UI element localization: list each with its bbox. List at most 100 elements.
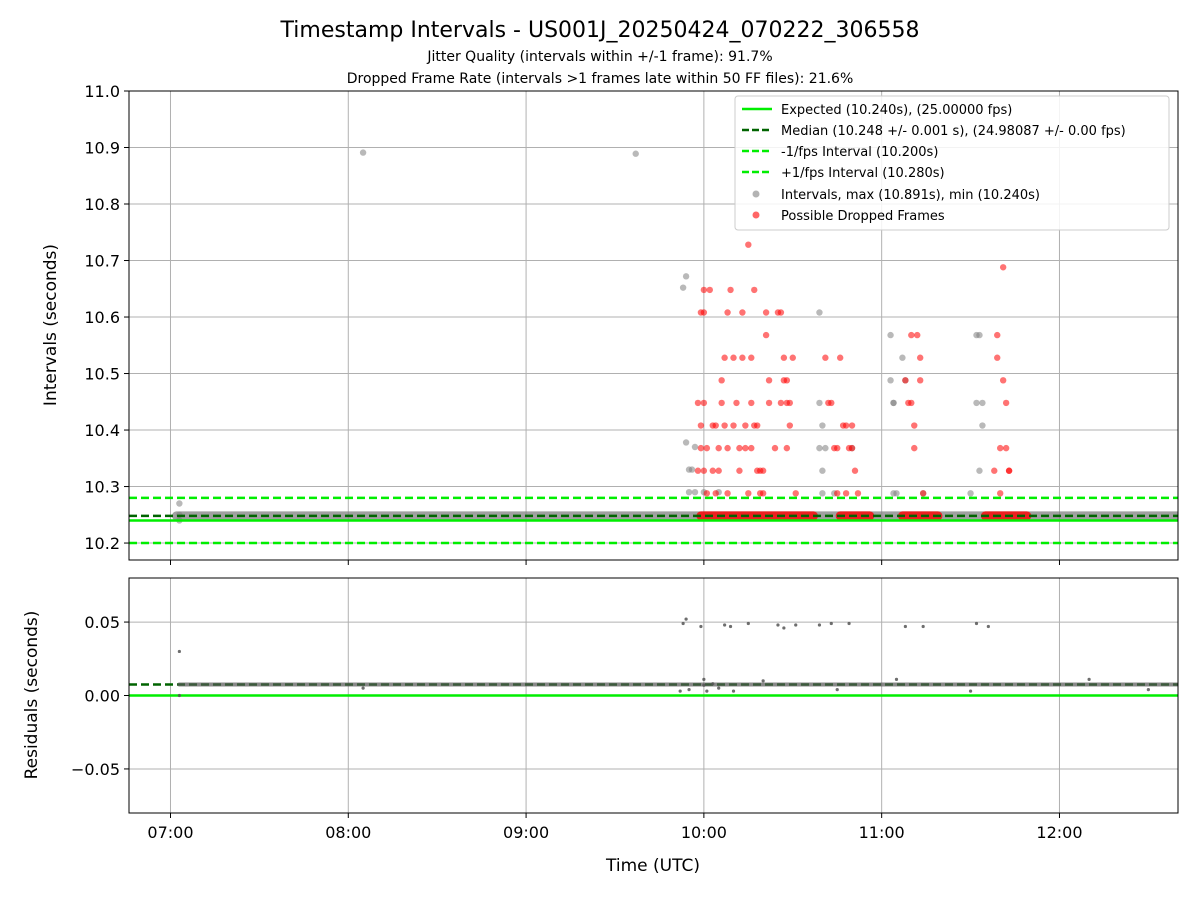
legend-intervals-label: Intervals, max (10.891s), min (10.240s) xyxy=(781,188,1040,203)
residual-point xyxy=(705,689,709,693)
residual-point xyxy=(776,623,780,627)
intervals-y-tick-label: 11.0 xyxy=(84,82,120,101)
dropped-frame-point xyxy=(783,377,791,384)
chart-title: Timestamp Intervals - US001J_20250424_07… xyxy=(280,18,920,43)
dropped-frame-point xyxy=(765,377,773,384)
legend-minus-fps-label: -1/fps Interval (10.200s) xyxy=(781,145,938,160)
dropped-frame-point xyxy=(748,399,755,407)
dropped-frame-point xyxy=(780,354,788,361)
x-tick-label: 09:00 xyxy=(503,823,549,842)
dropped-frame-point xyxy=(727,286,734,294)
intervals-y-tick-label: 10.4 xyxy=(84,421,120,440)
dropped-frame-point xyxy=(994,354,1001,361)
residual-point xyxy=(678,689,682,693)
dropped-frame-point xyxy=(745,490,752,497)
dropped-frame-point xyxy=(914,331,921,339)
intervals-y-tick-label: 10.8 xyxy=(84,195,120,214)
dropped-frame-point xyxy=(1005,467,1013,474)
dropped-frame-point xyxy=(786,422,794,429)
legend-plus-fps-label: +1/fps Interval (10.280s) xyxy=(781,166,945,181)
residual-point xyxy=(974,621,979,626)
intervals-y-tick-label: 10.2 xyxy=(84,534,120,553)
dropped-frame-point xyxy=(902,377,909,384)
dropped-frame-point xyxy=(745,241,752,248)
interval-point xyxy=(819,467,826,474)
residual-point xyxy=(986,624,990,629)
dropped-frame-point xyxy=(700,286,708,294)
interval-point xyxy=(899,354,906,361)
residual-point xyxy=(761,679,765,683)
interval-point xyxy=(682,439,690,446)
interval-point xyxy=(359,149,367,156)
dropped-frame-point xyxy=(786,399,794,407)
residual-point xyxy=(847,621,851,626)
residual-point xyxy=(711,682,715,686)
interval-point xyxy=(679,284,687,291)
residual-point xyxy=(731,689,736,693)
dropped-frame-point xyxy=(754,422,761,429)
dropped-frame-point xyxy=(712,490,719,497)
dropped-frame-point xyxy=(759,467,767,474)
interval-point xyxy=(976,467,983,474)
dropped-frame-point xyxy=(715,467,722,474)
interval-point xyxy=(819,422,826,429)
dropped-frame-point xyxy=(712,422,719,429)
dropped-frame-point xyxy=(765,399,773,407)
residuals-y-tick-label: 0.05 xyxy=(84,613,120,632)
dropped-frame-point xyxy=(1002,444,1010,452)
residual-point xyxy=(702,677,706,681)
dropped-frame-point xyxy=(777,399,785,407)
x-tick-label: 11:00 xyxy=(859,823,905,842)
dropped-frame-point xyxy=(700,309,708,316)
residual-point xyxy=(817,623,822,627)
dropped-frame-point xyxy=(697,444,705,452)
interval-point xyxy=(887,331,894,339)
residual-point xyxy=(361,686,365,690)
residual-point xyxy=(829,621,833,626)
dropped-frame-point xyxy=(718,377,725,384)
x-tick-label: 12:00 xyxy=(1036,823,1082,842)
intervals-plot-frame xyxy=(128,90,1179,561)
dropped-frame-point xyxy=(733,399,740,407)
residual-point xyxy=(684,617,688,621)
dropped-frame-point xyxy=(721,354,728,361)
residual-point xyxy=(1087,677,1091,681)
residuals-y-ticks: −0.05 0.00 0.05 xyxy=(71,613,129,779)
intervals-y-tick-label: 10.5 xyxy=(84,365,120,384)
dropped-frame-point xyxy=(848,444,856,452)
dropped-frame-point xyxy=(697,422,705,429)
residual-point xyxy=(717,686,721,690)
interval-point xyxy=(176,500,183,507)
intervals-y-tick-label: 10.9 xyxy=(84,139,120,158)
residual-point xyxy=(687,688,691,692)
interval-point xyxy=(685,488,693,496)
interval-point xyxy=(632,150,639,157)
residual-point xyxy=(746,621,750,626)
dropped-frame-point xyxy=(919,490,927,497)
residual-point xyxy=(177,649,181,654)
dropped-frame-point xyxy=(724,309,731,316)
residual-point xyxy=(968,689,973,693)
intervals-x-ticks xyxy=(169,560,1060,565)
residual-point xyxy=(723,623,727,627)
dropped-frame-point xyxy=(783,444,791,452)
interval-point xyxy=(979,399,986,407)
dropped-frame-point xyxy=(789,354,796,361)
dropped-frame-point xyxy=(724,490,731,497)
interval-point xyxy=(691,488,699,496)
residual-point xyxy=(794,623,798,627)
intervals-y-tick-label: 10.3 xyxy=(84,478,120,497)
residual-point xyxy=(835,688,839,692)
dropped-frame-point xyxy=(911,422,918,429)
residual-point xyxy=(702,683,706,687)
intervals-y-tick-label: 10.7 xyxy=(84,252,120,271)
dropped-frame-point xyxy=(916,354,924,361)
legend-expected-label: Expected (10.240s), (25.00000 fps) xyxy=(781,103,1012,118)
dropped-frame-point xyxy=(730,422,737,429)
legend-dropped-marker xyxy=(752,211,760,219)
interval-point xyxy=(816,444,823,452)
dropped-frame-point xyxy=(908,399,915,407)
dropped-frame-point xyxy=(997,444,1004,452)
dropped-frame-point xyxy=(848,422,856,429)
residual-point xyxy=(782,626,786,630)
